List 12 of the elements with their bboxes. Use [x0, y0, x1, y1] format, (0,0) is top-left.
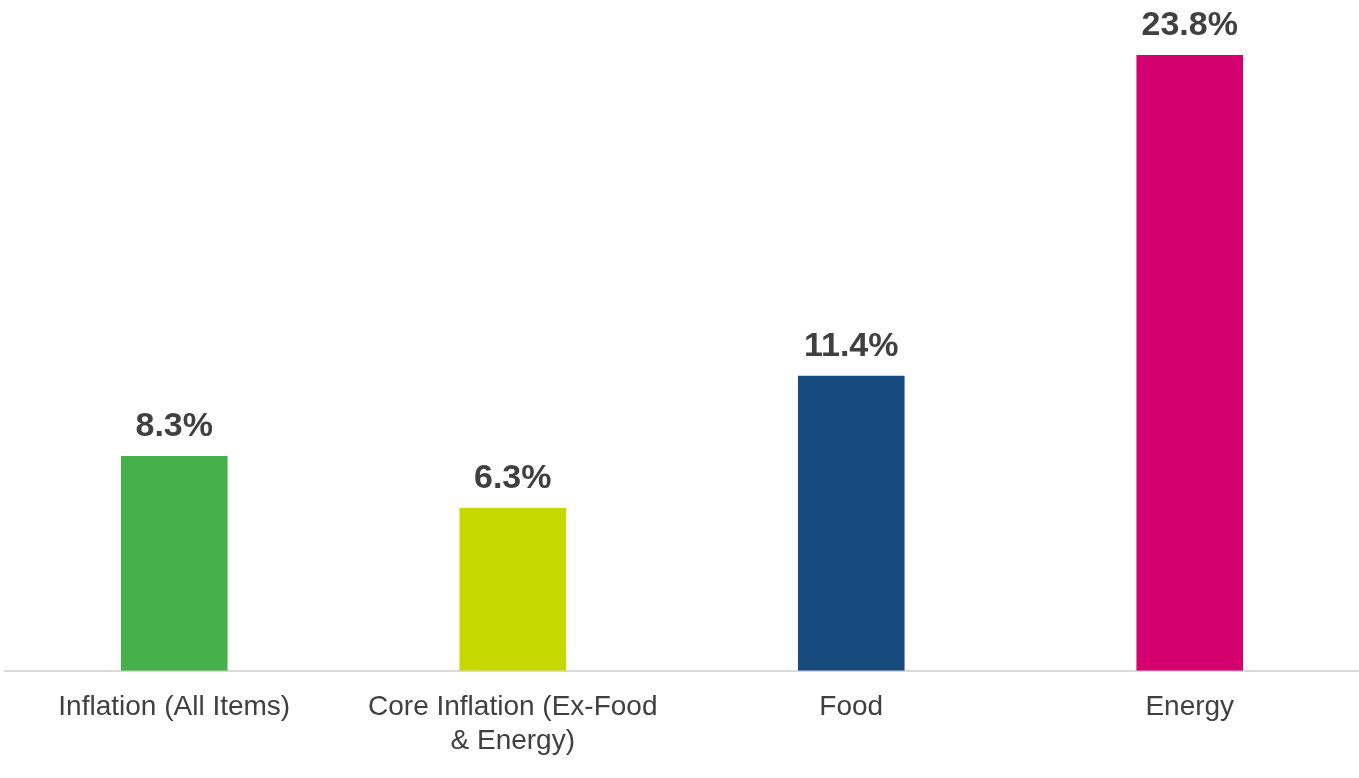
data-label: 8.3% — [135, 405, 213, 444]
x-tick-label: Food — [819, 690, 884, 722]
x-tick-label: Energy — [1145, 690, 1235, 722]
bar — [459, 507, 567, 671]
data-label: 6.3% — [474, 457, 552, 496]
bar — [1136, 55, 1244, 671]
data-label: 23.8% — [1141, 4, 1238, 43]
data-label: 11.4% — [803, 325, 899, 364]
bar — [797, 375, 905, 671]
bar — [120, 456, 228, 671]
x-tick-label: Inflation (All Items) — [58, 690, 291, 722]
x-tick-label: Core Inflation (Ex-Food & Energy) — [368, 690, 658, 755]
